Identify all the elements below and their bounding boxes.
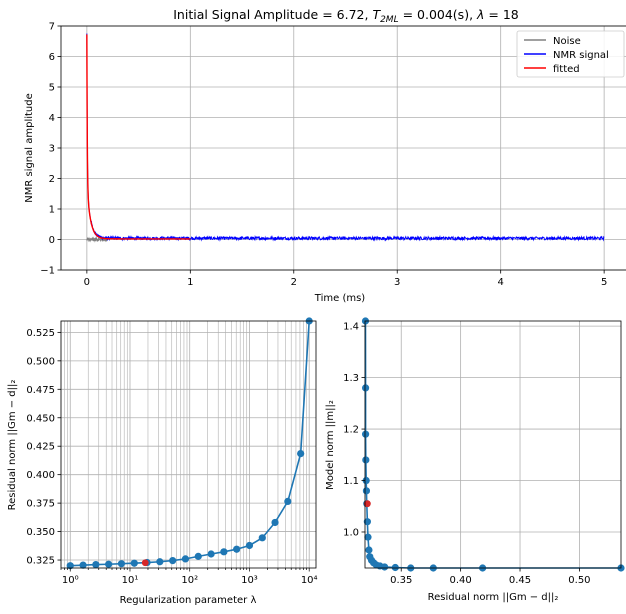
series-line-fitted: [86, 34, 191, 240]
lambda-ytick-label: 0.475: [26, 385, 55, 396]
lcurve-ytick-label: 1.1: [343, 476, 359, 487]
top-ytick-label: 2: [49, 174, 55, 185]
lambda-data-point: [271, 518, 279, 527]
lcurve-data-point: [381, 563, 389, 571]
top-chart-series: [86, 33, 605, 243]
lambda-chart-ylabel: Residual norm ||Gm − d||₂: [7, 380, 18, 511]
top-ytick-label: 7: [49, 22, 55, 33]
lambda-data-point: [207, 550, 215, 558]
lcurve-data-point: [362, 487, 371, 495]
lambda-ytick-label: 0.425: [26, 442, 55, 453]
lcurve-data-point: [364, 533, 372, 541]
lambda-chart: 10⁰ 10¹ 10² 10³ 10⁴ 0.325 0.350 0.375 0.400 0.425…: [7, 317, 318, 606]
top-ytick-label: 4: [49, 113, 55, 124]
lambda-data-point: [130, 559, 138, 567]
lcurve-chart-grid: [365, 321, 621, 568]
lcurve-ytick-label: 1.2: [343, 425, 359, 436]
lambda-ytick-label: 0.350: [26, 527, 55, 538]
lambda-data-point: [156, 558, 164, 566]
lambda-data-point: [194, 552, 202, 560]
lcurve-xtick-label: 0.40: [449, 575, 471, 586]
lambda-data-point: [66, 562, 74, 570]
legend-label-noise: Noise: [553, 36, 581, 47]
lcurve-data-point: [361, 384, 370, 392]
top-chart-legend: Noise NMR signal fitted: [516, 30, 625, 78]
top-chart: Initial Signal Amplitude = 6.72, T2ML = …: [24, 7, 626, 304]
lambda-ytick-label: 0.400: [26, 470, 55, 481]
top-xtick-label: 4: [497, 277, 503, 288]
lambda-chart-xlabel: Regularization parameter λ: [120, 595, 257, 606]
lcurve-ytick-label: 1.3: [343, 373, 359, 384]
top-xtick-label: 0: [84, 277, 90, 288]
lambda-data-point: [105, 560, 113, 568]
lambda-ytick-label: 0.500: [26, 356, 55, 367]
lcurve-xtick-label: 0.45: [509, 575, 531, 586]
lambda-data-point: [297, 450, 305, 458]
lambda-xtick-label: 10²: [181, 575, 198, 586]
lambda-data-point: [181, 555, 190, 563]
series-line-noise: [86, 236, 109, 243]
lcurve-ytick-label: 1.4: [343, 322, 359, 333]
top-xtick-label: 3: [394, 277, 400, 288]
top-ytick-label: 1: [49, 205, 55, 216]
lambda-xtick-label: 10⁰: [62, 575, 79, 586]
lambda-xtick-label: 10³: [241, 575, 258, 586]
lcurve-selected-point: [363, 500, 371, 508]
lambda-ytick-label: 0.525: [26, 328, 55, 339]
lcurve-chart-frame: [364, 320, 622, 569]
top-chart-xlabel: Time (ms): [314, 293, 366, 304]
lcurve-data-point: [365, 546, 373, 554]
top-xtick-label: 1: [187, 277, 193, 288]
lambda-ytick-label: 0.375: [26, 499, 55, 510]
lcurve-chart-ticks: 0.35 0.40 0.45 0.50 1.0 1.1 1.2 1.3 1.4: [343, 322, 590, 586]
lambda-ytick-label: 0.450: [26, 413, 55, 424]
lambda-chart-series: [66, 317, 313, 570]
lcurve-data-point: [362, 476, 370, 485]
lcurve-xtick-label: 0.35: [390, 575, 412, 586]
lambda-ytick-label: 0.325: [26, 556, 55, 567]
lambda-data-point: [92, 560, 100, 569]
lambda-data-point: [233, 545, 241, 553]
top-ytick-label: −1: [40, 266, 55, 277]
legend-label-fitted: fitted: [553, 64, 580, 75]
lambda-data-point: [245, 541, 254, 550]
lambda-data-point: [284, 497, 292, 506]
lambda-data-point: [258, 534, 266, 542]
lambda-selected-point: [141, 559, 149, 567]
top-ytick-label: 3: [49, 144, 55, 155]
lambda-chart-grid: [60, 321, 316, 568]
top-xtick-label: 5: [601, 277, 607, 288]
top-ytick-label: 0: [49, 235, 55, 246]
lcurve-chart: 0.35 0.40 0.45 0.50 1.0 1.1 1.2 1.3 1.4 Residual…: [325, 317, 625, 603]
lcurve-data-point: [391, 563, 399, 572]
lcurve-data-point: [362, 456, 370, 464]
lcurve-ytick-label: 1.0: [343, 527, 359, 538]
lcurve-chart-xlabel: Residual norm ||Gm − d||₂: [428, 592, 559, 603]
top-chart-ylabel: NMR signal amplitude: [24, 93, 35, 203]
top-chart-ticks: 0 1 2 3 4 5 −1 0 1 2 3 4 5 6 7: [40, 22, 607, 289]
lambda-data-point: [169, 557, 177, 565]
lambda-chart-frame: [60, 320, 317, 569]
legend-label-nmr-signal: NMR signal: [553, 50, 609, 61]
lcurve-chart-ylabel: Model norm ||m||₂: [325, 400, 336, 490]
lcurve-xtick-label: 0.50: [568, 575, 590, 586]
lcurve-chart-series: [361, 317, 625, 572]
top-ytick-label: 5: [49, 83, 55, 94]
lambda-data-point: [117, 560, 126, 568]
lambda-xtick-label: 10⁴: [301, 575, 318, 586]
top-chart-title: Initial Signal Amplitude = 6.72, T2ML = …: [173, 7, 519, 25]
lcurve-data-point: [361, 430, 370, 438]
lambda-data-point: [79, 561, 87, 569]
top-ytick-label: 6: [49, 52, 55, 63]
lambda-chart-ticks: 10⁰ 10¹ 10² 10³ 10⁴ 0.325 0.350 0.375 0.400 0.425…: [26, 328, 317, 586]
lambda-xtick-label: 10¹: [122, 575, 139, 586]
lcurve-data-point: [363, 518, 371, 526]
top-xtick-label: 2: [291, 277, 297, 288]
lambda-data-point: [220, 548, 228, 556]
